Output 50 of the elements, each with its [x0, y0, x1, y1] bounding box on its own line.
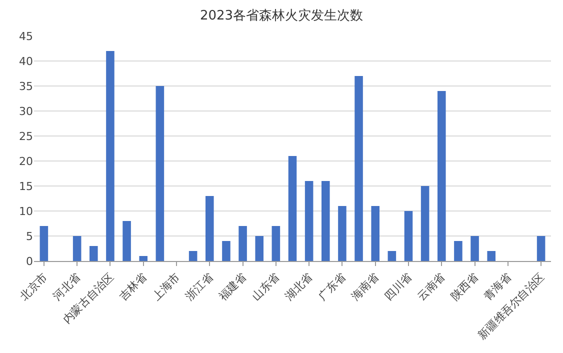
- x-tick-label: 湖北省: [282, 270, 316, 304]
- bar: [420, 186, 430, 261]
- y-tick-label: 40: [19, 54, 33, 68]
- bar: [304, 181, 314, 261]
- bar: [238, 226, 247, 261]
- x-tick-label: 山东省: [249, 270, 282, 304]
- bar: [156, 86, 164, 261]
- bar: [322, 181, 330, 261]
- bar: [338, 206, 346, 261]
- bar: [470, 236, 479, 261]
- bar: [188, 251, 198, 261]
- chart-title: 2023各省森林火灾发生次数: [200, 8, 364, 24]
- bar: [90, 246, 98, 261]
- bar: [454, 241, 462, 261]
- x-tick-label: 吉林省: [116, 270, 150, 304]
- x-tick-label: 广东省: [316, 270, 348, 304]
- bar: [288, 156, 297, 261]
- x-tick-label: 四川省: [382, 270, 414, 304]
- bar: [122, 221, 131, 261]
- y-tick-label: 25: [19, 130, 33, 143]
- y-tick-label: 15: [19, 180, 33, 193]
- x-tick-label: 陕西省: [448, 270, 481, 304]
- bar: [354, 76, 363, 261]
- y-tick-label: 5: [26, 230, 33, 243]
- y-tick-label: 0: [26, 254, 33, 268]
- y-tick-label: 20: [19, 154, 33, 168]
- bar: [404, 211, 413, 261]
- x-tick-label: 海南省: [348, 270, 382, 304]
- x-tick-label: 北京市: [17, 270, 50, 304]
- bar: [206, 196, 214, 261]
- bar: [536, 236, 546, 261]
- bar: [272, 226, 280, 261]
- x-tick-label: 浙江省: [183, 270, 216, 304]
- bar: [371, 206, 380, 261]
- bar: [255, 236, 264, 261]
- bar: [72, 236, 82, 261]
- bar: [388, 251, 396, 261]
- bar: [106, 51, 114, 261]
- y-tick-label: 35: [19, 80, 33, 93]
- bar: [487, 251, 496, 261]
- x-tick-label: 福建省: [216, 270, 249, 304]
- y-tick-label: 30: [19, 104, 33, 118]
- bar: [222, 241, 230, 261]
- y-tick-label: 45: [19, 30, 33, 43]
- x-tick-label: 上海市: [150, 270, 183, 304]
- x-tick-label: 云南省: [415, 270, 448, 304]
- bar: [437, 91, 446, 261]
- y-tick-label: 10: [19, 204, 33, 218]
- bar: [139, 256, 148, 261]
- bar: [40, 226, 48, 261]
